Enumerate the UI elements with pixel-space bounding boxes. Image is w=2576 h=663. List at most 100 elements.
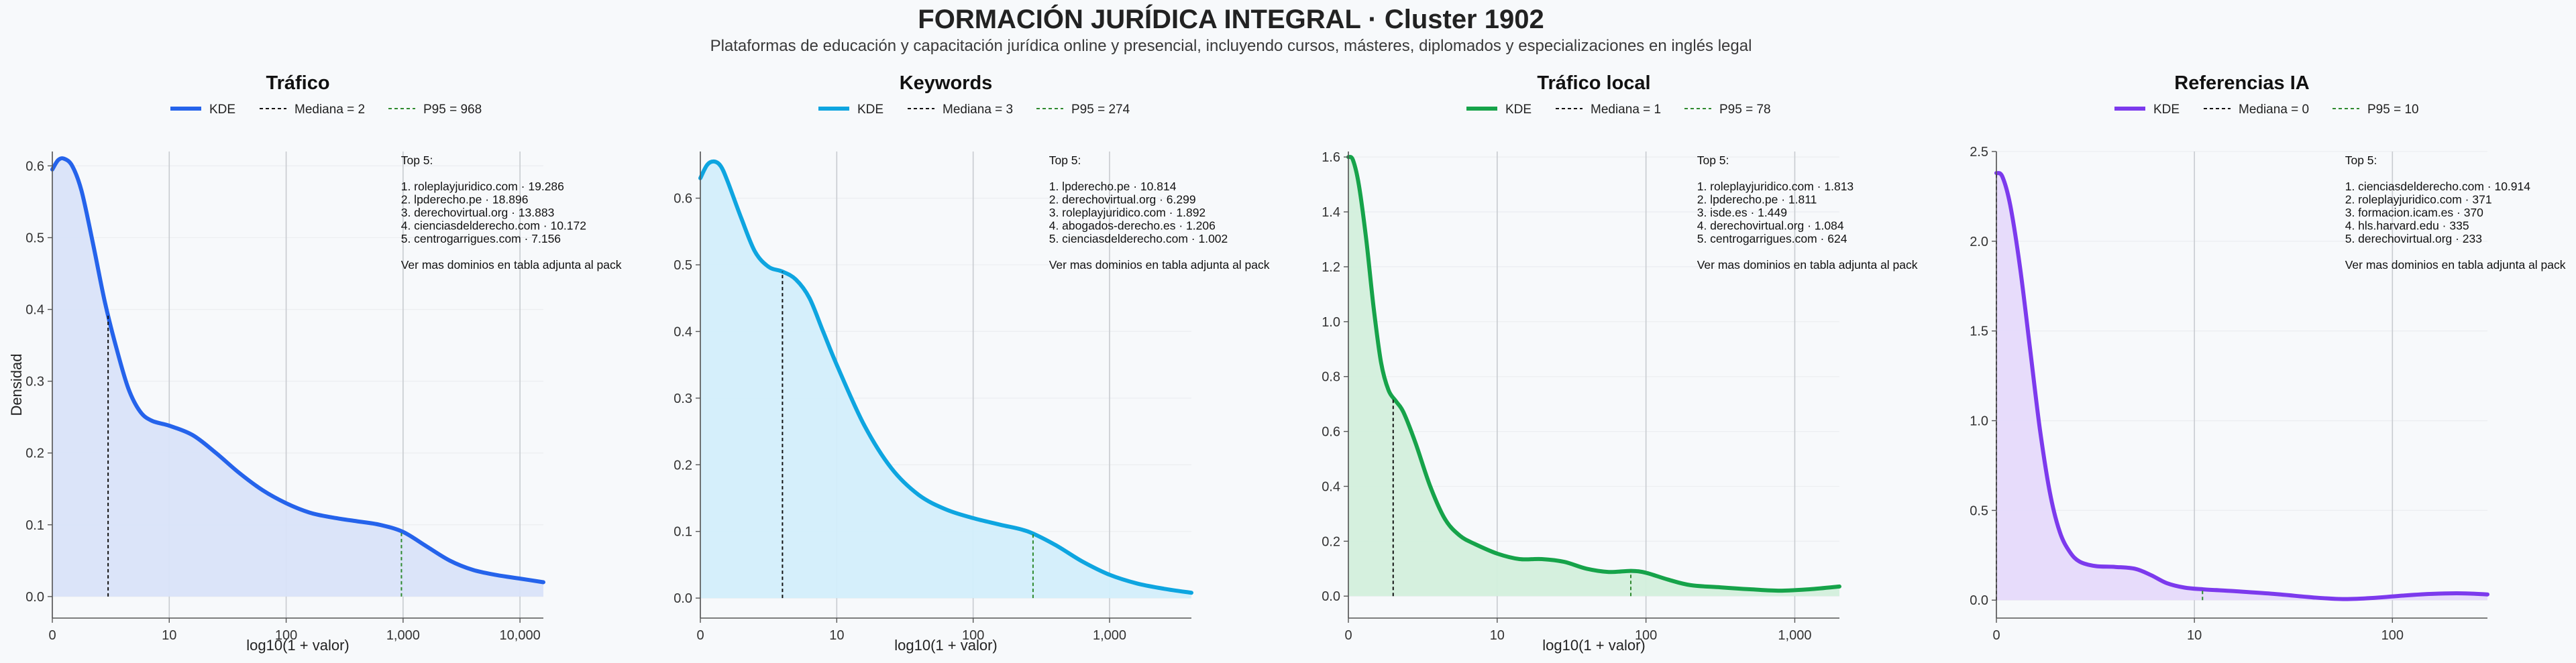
x-tick-label: 0 bbox=[1344, 628, 1352, 643]
y-tick-label: 0.2 bbox=[674, 458, 692, 473]
y-tick-label: 0.0 bbox=[674, 591, 692, 606]
y-tick-label: 0.1 bbox=[674, 525, 692, 540]
x-axis-label: log10(1 + valor) bbox=[1542, 637, 1645, 654]
x-tick-label: 100 bbox=[962, 628, 984, 643]
y-tick-label: 1.5 bbox=[1970, 324, 1988, 339]
top5-item: 1. roleplayjuridico.com · 1.813 bbox=[1697, 180, 1854, 193]
kde-line bbox=[1346, 154, 1841, 593]
legend-kde-label: KDE bbox=[209, 103, 235, 117]
top5-item: 3. isde.es · 1.449 bbox=[1697, 206, 1787, 219]
y-tick-label: 0.5 bbox=[674, 258, 692, 273]
legend-median-label: Mediana = 0 bbox=[2239, 103, 2309, 117]
x-tick-label: 1,000 bbox=[386, 628, 420, 643]
y-tick-label: 0.3 bbox=[25, 375, 44, 389]
top5-item: 3. formacion.icam.es · 370 bbox=[2345, 206, 2483, 219]
legend-kde-label: KDE bbox=[857, 103, 883, 117]
kde-line bbox=[1994, 171, 2489, 601]
panel-title: Keywords bbox=[900, 72, 993, 94]
panel-title: Tráfico local bbox=[1537, 72, 1650, 94]
top5-item: 4. hls.harvard.edu · 335 bbox=[2345, 219, 2469, 233]
x-tick-label: 100 bbox=[2381, 628, 2404, 643]
x-tick-label: 1,000 bbox=[1093, 628, 1126, 643]
legend-median-label: Mediana = 3 bbox=[943, 103, 1013, 117]
y-tick-label: 0.6 bbox=[25, 159, 44, 174]
figure-title: FORMACIÓN JURÍDICA INTEGRAL · Cluster 19… bbox=[918, 3, 1544, 34]
top5-item: 2. lpderecho.pe · 18.896 bbox=[401, 193, 529, 206]
y-tick-label: 0.2 bbox=[1322, 534, 1340, 549]
top5-item: 3. derechovirtual.org · 13.883 bbox=[401, 206, 555, 219]
y-tick-label: 0.6 bbox=[1322, 425, 1340, 440]
x-tick-label: 10,000 bbox=[500, 628, 541, 643]
legend-p95-label: P95 = 274 bbox=[1071, 103, 1130, 117]
y-tick-label: 0.6 bbox=[674, 192, 692, 206]
top5-annotation: Top 5: 1. roleplayjuridico.com · 19.2862.… bbox=[401, 154, 622, 272]
top5-item: 4. derechovirtual.org · 1.084 bbox=[1697, 219, 1844, 233]
y-tick-label: 0.0 bbox=[25, 590, 44, 605]
top5-heading: Top 5: bbox=[1049, 154, 1081, 167]
top5-item: 1. lpderecho.pe · 10.814 bbox=[1049, 180, 1177, 193]
legend-p95-label: P95 = 78 bbox=[1719, 103, 1771, 117]
x-tick-label: 0 bbox=[48, 628, 56, 643]
top5-annotation: Top 5: 1. cienciasdelderecho.com · 10.914… bbox=[2345, 154, 2566, 272]
legend-kde-label: KDE bbox=[1505, 103, 1532, 117]
y-tick-label: 0.8 bbox=[1322, 370, 1340, 385]
kde-line bbox=[698, 159, 1193, 595]
legend-p95-label: P95 = 10 bbox=[2367, 103, 2419, 117]
top5-item: 4. cienciasdelderecho.com · 10.172 bbox=[401, 219, 586, 233]
top5-item: 2. roleplayjuridico.com · 371 bbox=[2345, 193, 2492, 206]
x-tick-label: 10 bbox=[829, 628, 844, 643]
x-tick-label: 100 bbox=[1635, 628, 1657, 643]
y-tick-label: 0.4 bbox=[674, 324, 692, 339]
top5-item: 5. cienciasdelderecho.com · 1.002 bbox=[1049, 232, 1228, 245]
x-tick-label: 100 bbox=[275, 628, 297, 643]
top5-item: 5. derechovirtual.org · 233 bbox=[2345, 232, 2482, 245]
y-tick-label: 0.0 bbox=[1322, 589, 1340, 604]
legend-kde-label: KDE bbox=[2153, 103, 2180, 117]
y-tick-label: 0.4 bbox=[25, 303, 44, 318]
top5-heading: Top 5: bbox=[2345, 154, 2377, 167]
kde-line bbox=[50, 156, 545, 585]
legend: KDE Mediana = 3 P95 = 274 bbox=[818, 103, 1130, 117]
legend-median-label: Mediana = 2 bbox=[294, 103, 365, 117]
chart-panel-3: Tráfico local KDE Mediana = 1 P95 = 78 0.0 0.… bbox=[1322, 72, 1918, 654]
top5-footer: Ver mas dominios en tabla adjunta al pac… bbox=[401, 258, 622, 272]
legend-median-label: Mediana = 1 bbox=[1591, 103, 1661, 117]
y-tick-label: 0.5 bbox=[25, 231, 44, 245]
top5-item: 1. roleplayjuridico.com · 19.286 bbox=[401, 180, 564, 193]
legend: KDE Mediana = 1 P95 = 78 bbox=[1466, 103, 1771, 117]
x-tick-label: 10 bbox=[1490, 628, 1505, 643]
kde-area bbox=[1348, 156, 1839, 597]
chart-panels: Tráfico KDE Mediana = 2 P95 = 968 0.0 0.1 0.2 0… bbox=[8, 72, 2566, 654]
x-tick-label: 10 bbox=[2187, 628, 2202, 643]
panel-title: Tráfico bbox=[266, 72, 329, 94]
y-tick-label: 0.0 bbox=[1970, 593, 1988, 608]
top5-heading: Top 5: bbox=[1697, 154, 1729, 167]
y-tick-label: 0.4 bbox=[1322, 479, 1340, 494]
x-tick-label: 0 bbox=[1992, 628, 2000, 643]
kde-area bbox=[700, 161, 1191, 599]
top5-item: 4. abogados-derecho.es · 1.206 bbox=[1049, 219, 1216, 233]
x-tick-label: 0 bbox=[696, 628, 704, 643]
top5-item: 2. lpderecho.pe · 1.811 bbox=[1697, 193, 1817, 206]
y-tick-label: 0.1 bbox=[25, 518, 44, 533]
y-tick-label: 1.0 bbox=[1322, 315, 1340, 330]
panel-title: Referencias IA bbox=[2174, 72, 2310, 94]
top5-heading: Top 5: bbox=[401, 154, 433, 167]
y-tick-label: 1.0 bbox=[1970, 414, 1988, 429]
y-tick-label: 0.3 bbox=[674, 391, 692, 406]
top5-footer: Ver mas dominios en tabla adjunta al pac… bbox=[1049, 258, 1270, 272]
chart-panel-1: Tráfico KDE Mediana = 2 P95 = 968 0.0 0.1 0.2 0… bbox=[8, 72, 622, 654]
x-tick-label: 10 bbox=[162, 628, 176, 643]
chart-panel-4: Referencias IA KDE Mediana = 0 P95 = 10 0.0 0… bbox=[1970, 72, 2566, 643]
y-axis-label: Densidad bbox=[8, 354, 25, 416]
chart-panel-2: Keywords KDE Mediana = 3 P95 = 274 0.0 0.1 0.2… bbox=[674, 72, 1270, 654]
top5-item: 2. derechovirtual.org · 6.299 bbox=[1049, 193, 1196, 206]
y-tick-label: 0.5 bbox=[1970, 503, 1988, 518]
top5-item: 3. roleplayjuridico.com · 1.892 bbox=[1049, 206, 1205, 219]
y-tick-label: 1.2 bbox=[1322, 260, 1340, 275]
kde-area bbox=[1996, 173, 2487, 601]
top5-annotation: Top 5: 1. roleplayjuridico.com · 1.8132. … bbox=[1697, 154, 1918, 272]
y-tick-label: 0.2 bbox=[25, 446, 44, 461]
